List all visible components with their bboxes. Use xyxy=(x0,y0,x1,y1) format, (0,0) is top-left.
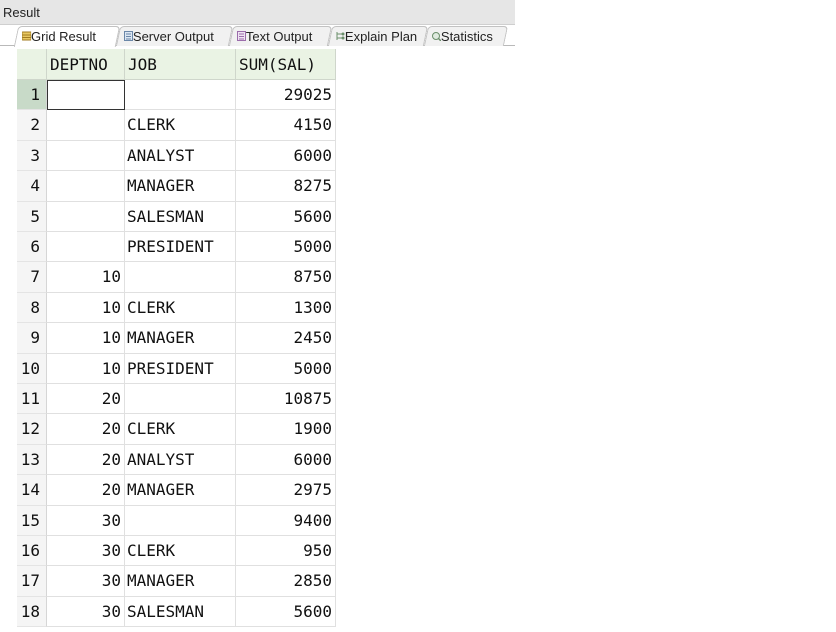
row-number[interactable]: 1 xyxy=(17,80,47,111)
cell-deptno[interactable]: 10 xyxy=(47,292,125,324)
server-output-icon xyxy=(124,31,133,41)
cell-deptno[interactable]: 20 xyxy=(47,414,125,445)
cell-sum-sal[interactable]: 5600 xyxy=(236,596,336,628)
cell-job[interactable]: CLERK xyxy=(125,292,236,324)
statistics-icon xyxy=(432,32,441,41)
column-header-sum-sal[interactable]: SUM(SAL) xyxy=(236,49,336,80)
cell-deptno[interactable] xyxy=(47,110,125,141)
row-number[interactable]: 14 xyxy=(17,475,47,506)
cell-job[interactable]: CLERK xyxy=(125,110,236,141)
row-number[interactable]: 12 xyxy=(17,414,47,445)
row-number[interactable]: 15 xyxy=(17,505,47,536)
cell-job[interactable]: CLERK xyxy=(125,536,236,567)
cell-job[interactable]: MANAGER xyxy=(125,566,236,597)
cell-sum-sal[interactable]: 10875 xyxy=(236,384,336,415)
row-number[interactable]: 6 xyxy=(17,232,47,263)
cell-job[interactable]: ANALYST xyxy=(125,444,236,476)
row-number[interactable]: 5 xyxy=(17,201,47,232)
tab-explain-plan[interactable]: Explain Plan xyxy=(327,26,429,46)
cell-deptno[interactable] xyxy=(47,140,125,172)
cell-deptno[interactable] xyxy=(47,201,125,232)
row-number[interactable]: 10 xyxy=(17,353,47,384)
cell-sum-sal[interactable]: 29025 xyxy=(236,80,336,111)
cell-sum-sal[interactable]: 5600 xyxy=(236,201,336,232)
tab-grid-result[interactable]: Grid Result xyxy=(13,26,121,47)
cell-deptno[interactable]: 20 xyxy=(47,475,125,506)
tab-label: Server Output xyxy=(132,29,214,44)
cell-sum-sal[interactable]: 1900 xyxy=(236,414,336,445)
cell-sum-sal[interactable]: 5000 xyxy=(236,232,336,263)
tab-label: Statistics xyxy=(440,29,493,44)
cell-sum-sal[interactable]: 2450 xyxy=(236,323,336,354)
cell-deptno[interactable]: 10 xyxy=(47,262,125,293)
cell-job[interactable] xyxy=(125,262,236,293)
row-number[interactable]: 8 xyxy=(17,292,47,324)
row-number[interactable]: 7 xyxy=(17,262,47,293)
tab-text-output[interactable]: Text Output xyxy=(228,26,333,46)
tab-label: Grid Result xyxy=(31,29,97,44)
cell-deptno[interactable] xyxy=(47,80,125,111)
cell-job[interactable]: MANAGER xyxy=(125,171,236,202)
cell-deptno[interactable]: 30 xyxy=(47,566,125,597)
cell-deptno[interactable]: 30 xyxy=(47,505,125,536)
cell-sum-sal[interactable]: 5000 xyxy=(236,353,336,384)
cell-sum-sal[interactable]: 2850 xyxy=(236,566,336,597)
cell-job[interactable]: ANALYST xyxy=(125,140,236,172)
row-number[interactable]: 4 xyxy=(17,171,47,202)
cell-deptno[interactable]: 20 xyxy=(47,384,125,415)
tab-statistics[interactable]: Statistics xyxy=(423,26,509,46)
cell-job[interactable] xyxy=(125,80,236,111)
cell-deptno[interactable]: 30 xyxy=(47,536,125,567)
column-header-job[interactable]: JOB xyxy=(125,49,236,80)
cell-deptno[interactable] xyxy=(47,232,125,263)
cell-job[interactable]: CLERK xyxy=(125,414,236,445)
explain-plan-icon xyxy=(336,32,345,40)
tab-server-output[interactable]: Server Output xyxy=(115,26,234,46)
row-number[interactable]: 2 xyxy=(17,110,47,141)
column-header-deptno[interactable]: DEPTNO xyxy=(47,49,125,80)
cell-job[interactable]: SALESMAN xyxy=(125,201,236,232)
cell-sum-sal[interactable]: 950 xyxy=(236,536,336,567)
cell-job[interactable] xyxy=(125,384,236,415)
cell-job[interactable]: MANAGER xyxy=(125,323,236,354)
cell-deptno[interactable]: 10 xyxy=(47,323,125,354)
row-number[interactable]: 11 xyxy=(17,384,47,415)
cell-sum-sal[interactable]: 6000 xyxy=(236,444,336,476)
row-number[interactable]: 18 xyxy=(17,596,47,628)
cell-job[interactable]: SALESMAN xyxy=(125,596,236,628)
cell-deptno[interactable]: 30 xyxy=(47,596,125,628)
result-tabbar: Grid Result Server Output Text Output Ex… xyxy=(0,25,515,47)
cell-sum-sal[interactable]: 8750 xyxy=(236,262,336,293)
cell-job[interactable]: PRESIDENT xyxy=(125,353,236,384)
cell-deptno[interactable]: 20 xyxy=(47,444,125,476)
text-output-icon xyxy=(237,31,246,41)
row-number[interactable]: 16 xyxy=(17,536,47,567)
cell-sum-sal[interactable]: 2975 xyxy=(236,475,336,506)
grid-result-icon xyxy=(22,31,32,41)
tab-label: Explain Plan xyxy=(344,29,418,44)
result-panel-title: Result xyxy=(0,0,515,25)
cell-sum-sal[interactable]: 1300 xyxy=(236,292,336,324)
cell-sum-sal[interactable]: 9400 xyxy=(236,505,336,536)
cell-deptno[interactable]: 10 xyxy=(47,353,125,384)
cell-sum-sal[interactable]: 8275 xyxy=(236,171,336,202)
cell-sum-sal[interactable]: 4150 xyxy=(236,110,336,141)
tab-label: Text Output xyxy=(245,29,313,44)
cell-sum-sal[interactable]: 6000 xyxy=(236,140,336,172)
row-number[interactable]: 9 xyxy=(17,323,47,354)
row-number[interactable]: 3 xyxy=(17,140,47,172)
grid-corner-header[interactable] xyxy=(17,49,47,80)
row-number[interactable]: 17 xyxy=(17,566,47,597)
cell-job[interactable]: MANAGER xyxy=(125,475,236,506)
cell-deptno[interactable] xyxy=(47,171,125,202)
cell-job[interactable] xyxy=(125,505,236,536)
cell-job[interactable]: PRESIDENT xyxy=(125,232,236,263)
row-number[interactable]: 13 xyxy=(17,444,47,476)
